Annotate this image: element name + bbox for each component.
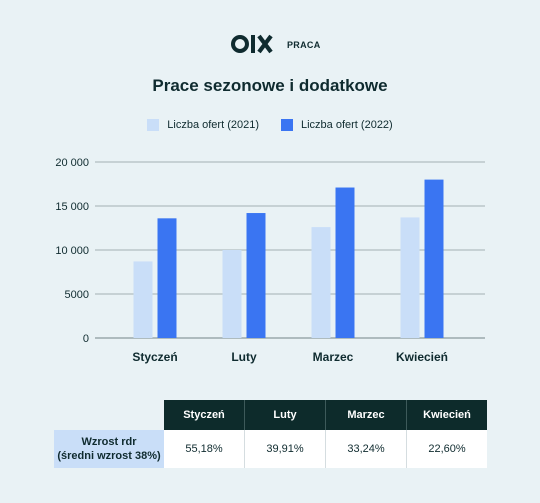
- chart-legend: Liczba ofert (2021) Liczba ofert (2022): [0, 119, 540, 131]
- growth-table: Styczeń Luty Marzec Kwiecień Wzrost rdr …: [54, 400, 487, 468]
- legend-label-2022: Liczba ofert (2022): [301, 119, 393, 131]
- table-corner: [54, 400, 164, 430]
- y-tick-label: 10 000: [55, 245, 89, 257]
- bar-2021: [222, 250, 242, 338]
- row-label-line2: (średni wzrost 38%): [57, 450, 161, 462]
- table-header-cell: Luty: [244, 400, 325, 430]
- x-category-label: Styczeń: [132, 350, 177, 364]
- legend-swatch-2022: [281, 119, 293, 131]
- bar-2021: [311, 227, 331, 338]
- bar-2021: [133, 261, 153, 338]
- y-tick-label: 5000: [65, 289, 89, 301]
- legend-item-2022: Liczba ofert (2022): [281, 119, 393, 131]
- table-value-cell: 22,60%: [406, 430, 487, 468]
- table-header-cell: Marzec: [325, 400, 406, 430]
- legend-swatch-2021: [147, 119, 160, 131]
- bar-2022: [335, 187, 355, 338]
- bar-2022: [424, 179, 444, 338]
- bar-2022: [246, 213, 266, 338]
- bar-2021: [400, 217, 420, 338]
- legend-label-2021: Liczba ofert (2021): [167, 119, 259, 131]
- bar-2022: [157, 218, 177, 338]
- x-category-label: Kwiecień: [396, 350, 448, 364]
- olx-logo: PRACA: [231, 31, 321, 57]
- x-category-label: Marzec: [313, 350, 354, 364]
- y-tick-label: 20 000: [55, 157, 89, 169]
- row-label-line1: Wzrost rdr: [81, 436, 137, 448]
- olx-logo-mark: [231, 34, 273, 54]
- legend-item-2021: Liczba ofert (2021): [147, 119, 259, 131]
- y-tick-label: 0: [83, 333, 89, 345]
- table-value-cell: 33,24%: [325, 430, 406, 468]
- chart-title: Prace sezonowe i dodatkowe: [152, 76, 388, 95]
- table-value-cell: 55,18%: [164, 430, 244, 468]
- table-header-cell: Kwiecień: [406, 400, 487, 430]
- logo-sub-label: PRACA: [287, 40, 321, 50]
- x-category-label: Luty: [231, 350, 257, 364]
- table-header-cell: Styczeń: [164, 400, 244, 430]
- table-row-label: Wzrost rdr (średni wzrost 38%): [54, 430, 164, 468]
- bar-chart: 0 5000 10 000 15 000 20 000 Styczeń Luty Marzec…: [55, 157, 485, 364]
- table-value-cell: 39,91%: [244, 430, 325, 468]
- y-tick-label: 15 000: [55, 201, 89, 213]
